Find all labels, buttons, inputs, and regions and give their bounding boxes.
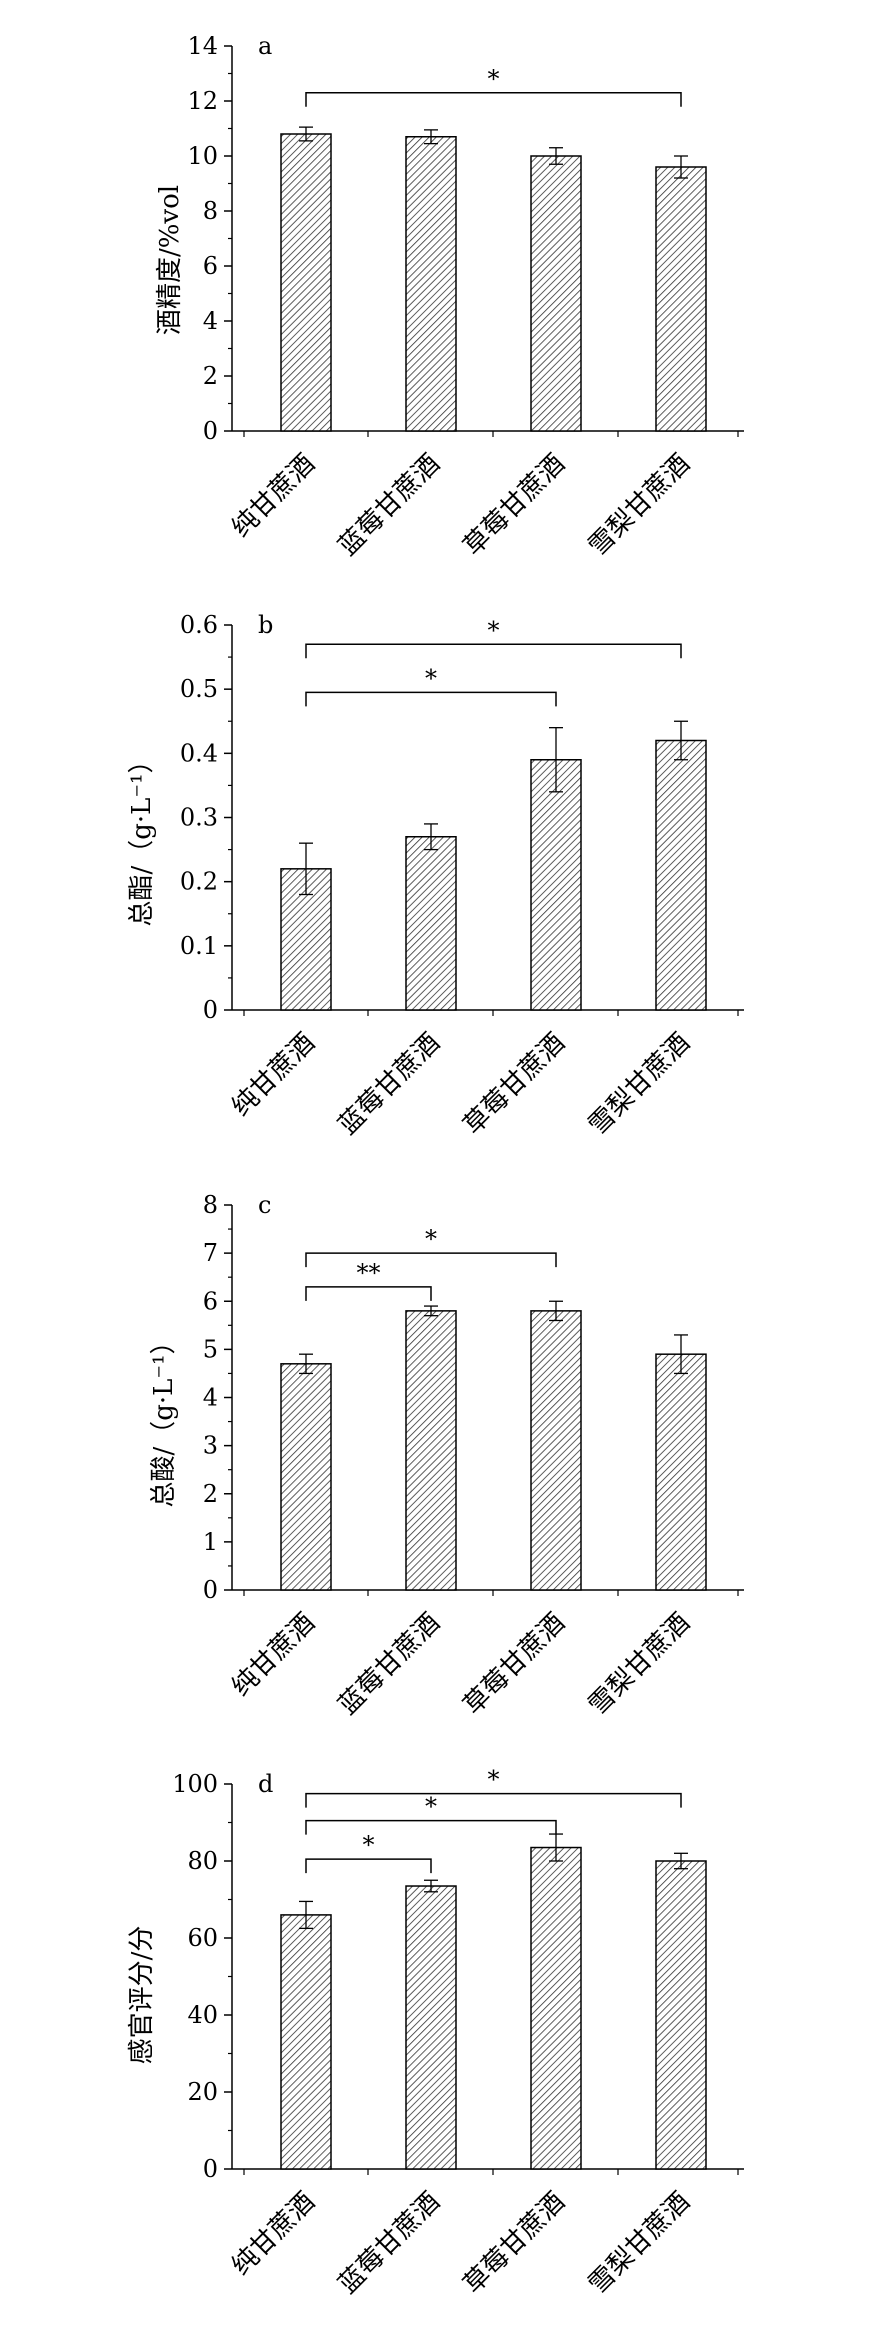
- bar: [405, 136, 457, 432]
- significance-bracket: *: [305, 664, 557, 707]
- y-tick-label: 40: [187, 2001, 218, 2029]
- significance-label: *: [488, 616, 500, 644]
- chart-panel-b: b 总酯/（g·L⁻¹） 0 0.1 0.2 0.3 0.4 0.5 0.6 纯甘蔗酒 蓝莓甘蔗…: [127, 611, 744, 1141]
- bracket-line: [305, 1792, 682, 1808]
- significance-bracket: *: [305, 1793, 557, 1835]
- bar: [280, 868, 332, 1011]
- y-tick-label: 2: [203, 362, 218, 390]
- y-tick-label: 6: [203, 252, 218, 280]
- panel-label: b: [258, 611, 273, 639]
- y-tick-label: 80: [187, 1847, 218, 1875]
- bracket-line: [305, 1858, 432, 1874]
- chart-panel-d: d 感官评分/分 0 20 40 60 80 100 纯甘蔗酒 蓝莓甘蔗酒 草莓甘蔗酒 雪梨甘蔗酒…: [127, 1766, 744, 2300]
- bracket-line: [305, 1252, 557, 1268]
- significance-label: **: [357, 1259, 381, 1287]
- bracket-line: [305, 643, 682, 659]
- bar: [655, 739, 707, 1011]
- bar: [405, 1310, 457, 1591]
- y-axis-label: 总酸/（g·L⁻¹）: [149, 1328, 179, 1507]
- y-tick-label: 14: [187, 32, 218, 60]
- y-tick-label: 10: [187, 142, 218, 170]
- bar: [655, 1353, 707, 1591]
- x-tick-label: 蓝莓甘蔗酒: [333, 449, 446, 562]
- x-tick-label: 草莓甘蔗酒: [458, 2187, 571, 2300]
- significance-label: *: [363, 1831, 375, 1859]
- significance-bracket: *: [305, 1831, 432, 1874]
- y-tick-label: 0.3: [180, 804, 218, 832]
- significance-label: *: [425, 1793, 437, 1821]
- significance-bracket: *: [305, 616, 682, 659]
- bracket-line: [305, 1286, 432, 1301]
- x-tick-label: 雪梨甘蔗酒: [583, 1608, 696, 1721]
- bar: [530, 1846, 582, 2170]
- y-tick-label: 20: [187, 2078, 218, 2106]
- x-tick-label: 雪梨甘蔗酒: [583, 449, 696, 562]
- panel-label: c: [258, 1191, 271, 1219]
- y-tick-label: 8: [203, 1191, 218, 1219]
- y-tick-label: 7: [203, 1239, 218, 1267]
- panel-label: a: [258, 32, 272, 60]
- y-tick-label: 2: [203, 1480, 218, 1508]
- x-tick-label: 草莓甘蔗酒: [458, 1608, 571, 1721]
- y-tick-label: 0: [203, 417, 218, 445]
- y-tick-label: 0.6: [180, 611, 218, 639]
- significance-bracket: *: [305, 1766, 682, 1808]
- x-tick-label: 草莓甘蔗酒: [458, 449, 571, 562]
- y-tick-label: 8: [203, 197, 218, 225]
- x-tick-label: 蓝莓甘蔗酒: [333, 1028, 446, 1141]
- x-tick-label: 纯甘蔗酒: [226, 1028, 321, 1123]
- significance-bracket: **: [305, 1259, 432, 1301]
- y-tick-label: 0.4: [180, 739, 218, 767]
- y-tick-label: 0.2: [180, 868, 218, 896]
- y-tick-label: 4: [203, 1384, 218, 1412]
- x-tick-label: 纯甘蔗酒: [226, 2187, 321, 2282]
- y-tick-label: 1: [203, 1528, 218, 1556]
- significance-bracket: *: [305, 65, 682, 107]
- significance-label: *: [488, 1766, 500, 1794]
- panel-label: d: [258, 1770, 273, 1798]
- significance-label: *: [425, 1225, 437, 1253]
- y-tick-label: 0: [203, 996, 218, 1024]
- bracket-line: [305, 691, 557, 707]
- x-tick-label: 蓝莓甘蔗酒: [333, 2187, 446, 2300]
- y-axis-label: 感官评分/分: [127, 1926, 157, 2065]
- bar: [405, 1885, 457, 2170]
- bar: [405, 836, 457, 1011]
- x-tick-label: 雪梨甘蔗酒: [583, 1028, 696, 1141]
- y-tick-label: 4: [203, 307, 218, 335]
- x-tick-label: 雪梨甘蔗酒: [583, 2187, 696, 2300]
- x-tick-label: 蓝莓甘蔗酒: [333, 1608, 446, 1721]
- significance-bracket: *: [305, 1225, 557, 1268]
- bracket-line: [305, 92, 682, 107]
- y-tick-label: 3: [203, 1432, 218, 1460]
- y-tick-label: 12: [187, 87, 218, 115]
- bar: [530, 1310, 582, 1591]
- y-tick-label: 5: [203, 1335, 218, 1363]
- y-tick-label: 6: [203, 1287, 218, 1315]
- y-axis-label: 酒精度/%vol: [155, 185, 185, 335]
- chart-panel-a: a 酒精度/%vol 0 2 4 6 8 10 12 14 纯甘蔗酒 蓝莓甘蔗酒 草莓甘蔗酒 雪梨甘蔗…: [155, 32, 744, 562]
- y-tick-label: 0.5: [180, 675, 218, 703]
- chart-panel-c: c 总酸/（g·L⁻¹） 0 1 2 3 4 5 6 7 8 纯甘蔗酒 蓝莓甘蔗酒 草莓甘蔗酒 雪梨甘蔗…: [149, 1191, 744, 1721]
- y-tick-label: 0: [203, 2155, 218, 2183]
- x-tick-label: 纯甘蔗酒: [226, 1608, 321, 1703]
- y-axis-label: 总酯/（g·L⁻¹）: [127, 747, 157, 926]
- x-tick-label: 纯甘蔗酒: [226, 449, 321, 544]
- bar: [530, 759, 582, 1011]
- bar: [655, 1860, 707, 2170]
- y-tick-label: 0: [203, 1576, 218, 1604]
- significance-label: *: [425, 664, 437, 692]
- bar: [655, 166, 707, 432]
- bracket-line: [305, 1819, 557, 1835]
- bar: [280, 1363, 332, 1591]
- bar: [280, 133, 332, 432]
- y-tick-label: 60: [187, 1924, 218, 1952]
- bar: [530, 155, 582, 432]
- x-tick-label: 草莓甘蔗酒: [458, 1028, 571, 1141]
- y-tick-label: 100: [172, 1770, 218, 1798]
- y-tick-label: 0.1: [180, 932, 218, 960]
- bar: [280, 1914, 332, 2170]
- significance-label: *: [488, 65, 500, 93]
